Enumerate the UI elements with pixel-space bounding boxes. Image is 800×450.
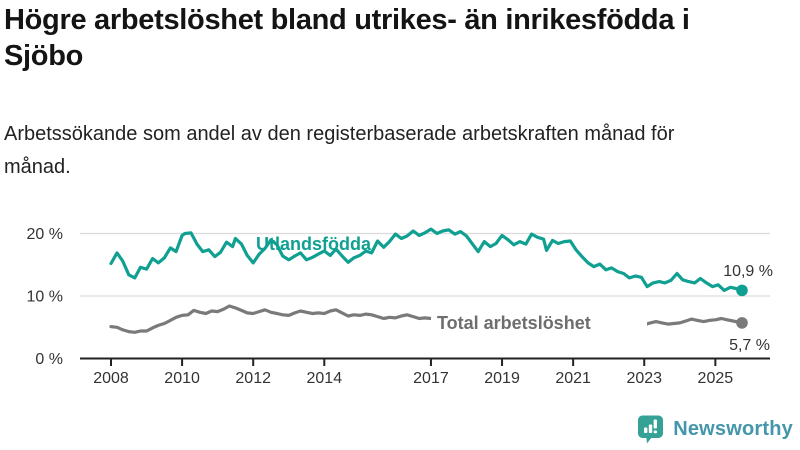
chart-subtitle: Arbetssökande som andel av den registerb… bbox=[4, 123, 675, 178]
end-value-label-utlandsfodda: 10,9 % bbox=[723, 263, 773, 280]
x-tick-label: 2012 bbox=[235, 370, 271, 387]
y-axis-labels: 0 % 10 % 20 % bbox=[27, 226, 63, 368]
y-tick-label: 20 % bbox=[27, 226, 63, 243]
series-label-utlandsfodda: Utlandsfödda bbox=[256, 234, 372, 254]
x-tick-label: 2025 bbox=[698, 370, 734, 387]
x-axis-labels: 2008 2010 2012 2014 2017 2019 2021 2023 2025 bbox=[93, 370, 733, 387]
x-axis bbox=[80, 357, 770, 366]
newsworthy-logo[interactable]: Newsworthy bbox=[637, 415, 793, 444]
brand-name: Newsworthy bbox=[673, 418, 793, 440]
x-tick-label: 2008 bbox=[93, 370, 129, 387]
chart-annotations: Utlandsfödda Total arbetslöshet 10,9 % 5… bbox=[256, 234, 773, 354]
series-line-utlandsfodda bbox=[109, 227, 744, 293]
x-tick-label: 2023 bbox=[626, 370, 662, 387]
series-label-mask bbox=[431, 311, 647, 334]
x-tick-label: 2010 bbox=[164, 370, 200, 387]
x-tick-label: 2021 bbox=[555, 370, 591, 387]
end-value-label-total: 5,7 % bbox=[729, 337, 770, 354]
x-tick-label: 2019 bbox=[484, 370, 520, 387]
series-line-total-arbetsloshet bbox=[109, 304, 744, 334]
page-title: Högre arbetslöshet bland utrikes- än inr… bbox=[4, 4, 690, 72]
line-chart: 0 % 10 % 20 % 2008 2010 2012 2014 2017 2019 2021… bbox=[27, 226, 773, 387]
x-tick-label: 2014 bbox=[307, 370, 343, 387]
series-label-total-arbetsloshet: Total arbetslöshet bbox=[437, 313, 591, 333]
series-end-dot-utlandsfodda bbox=[736, 284, 748, 297]
series-end-dot-total-arbetsloshet bbox=[736, 317, 748, 329]
newsworthy-chart-bubble-icon bbox=[638, 415, 664, 444]
y-tick-label: 0 % bbox=[35, 351, 63, 368]
gridlines bbox=[80, 232, 770, 297]
series-lines bbox=[109, 227, 748, 334]
y-tick-label: 10 % bbox=[27, 289, 63, 306]
x-tick-label: 2017 bbox=[413, 370, 449, 387]
